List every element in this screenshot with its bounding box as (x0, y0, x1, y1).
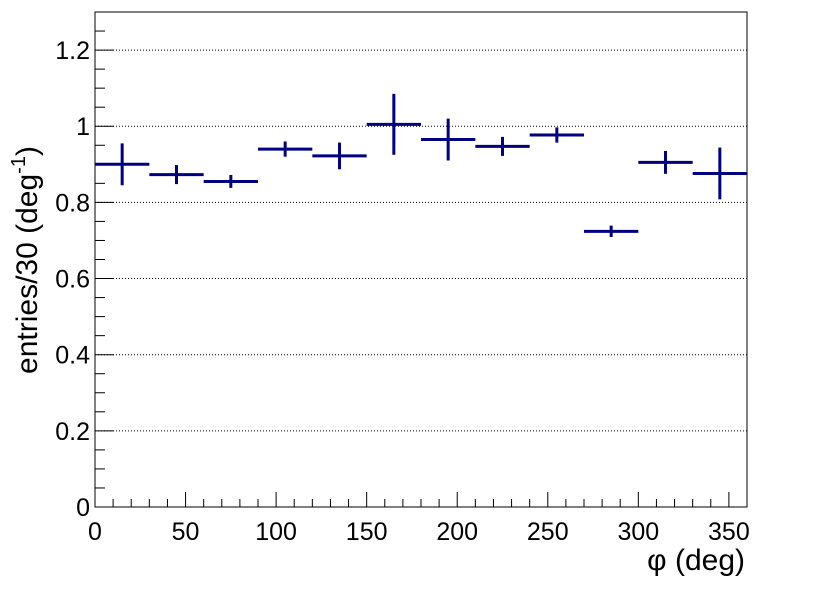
plot-frame (94, 11, 748, 508)
data-points (95, 93, 747, 238)
x-tick-label: 350 (708, 518, 750, 546)
data-point (638, 150, 693, 174)
x-tick-label: 0 (88, 518, 102, 546)
y-tick-label: 0 (76, 494, 90, 522)
x-tick-label: 100 (255, 518, 297, 546)
data-point (258, 141, 313, 157)
x-tick-labels: 0 50 100 150 200 250 300 350 (88, 518, 750, 546)
y-axis-title: entries/30 (deg-1) (8, 146, 44, 374)
y-axis-title-suffix: ) (11, 146, 44, 156)
data-point (529, 127, 584, 143)
y-tick-label: 0.6 (55, 266, 90, 294)
major-ticks (94, 49, 730, 508)
data-point (366, 93, 421, 155)
data-point (584, 225, 639, 238)
y-tick-label: 0.4 (55, 342, 90, 370)
y-tick-label: 0.2 (55, 418, 90, 446)
data-point (203, 174, 258, 188)
x-tick-label: 300 (617, 518, 659, 546)
data-point (475, 136, 530, 156)
x-axis-title: φ (deg) (647, 544, 745, 577)
x-tick-label: 50 (172, 518, 200, 546)
y-axis-title-superscript: -1 (8, 156, 30, 174)
y-tick-labels: 0 0.2 0.4 0.6 0.8 1 1.2 (55, 37, 90, 522)
y-tick-label: 1.2 (55, 37, 90, 65)
minor-ticks (95, 11, 748, 507)
data-point (421, 118, 476, 161)
data-point (692, 147, 747, 200)
data-point (95, 143, 150, 186)
y-axis-title-main: entries/30 (deg (11, 174, 44, 374)
x-tick-label: 150 (346, 518, 388, 546)
x-tick-label: 200 (436, 518, 478, 546)
y-tick-label: 1 (76, 113, 90, 141)
data-point (149, 165, 204, 185)
x-tick-label: 250 (527, 518, 569, 546)
grid-lines (95, 49, 747, 432)
y-tick-label: 0.8 (55, 189, 90, 217)
data-point (312, 142, 367, 170)
